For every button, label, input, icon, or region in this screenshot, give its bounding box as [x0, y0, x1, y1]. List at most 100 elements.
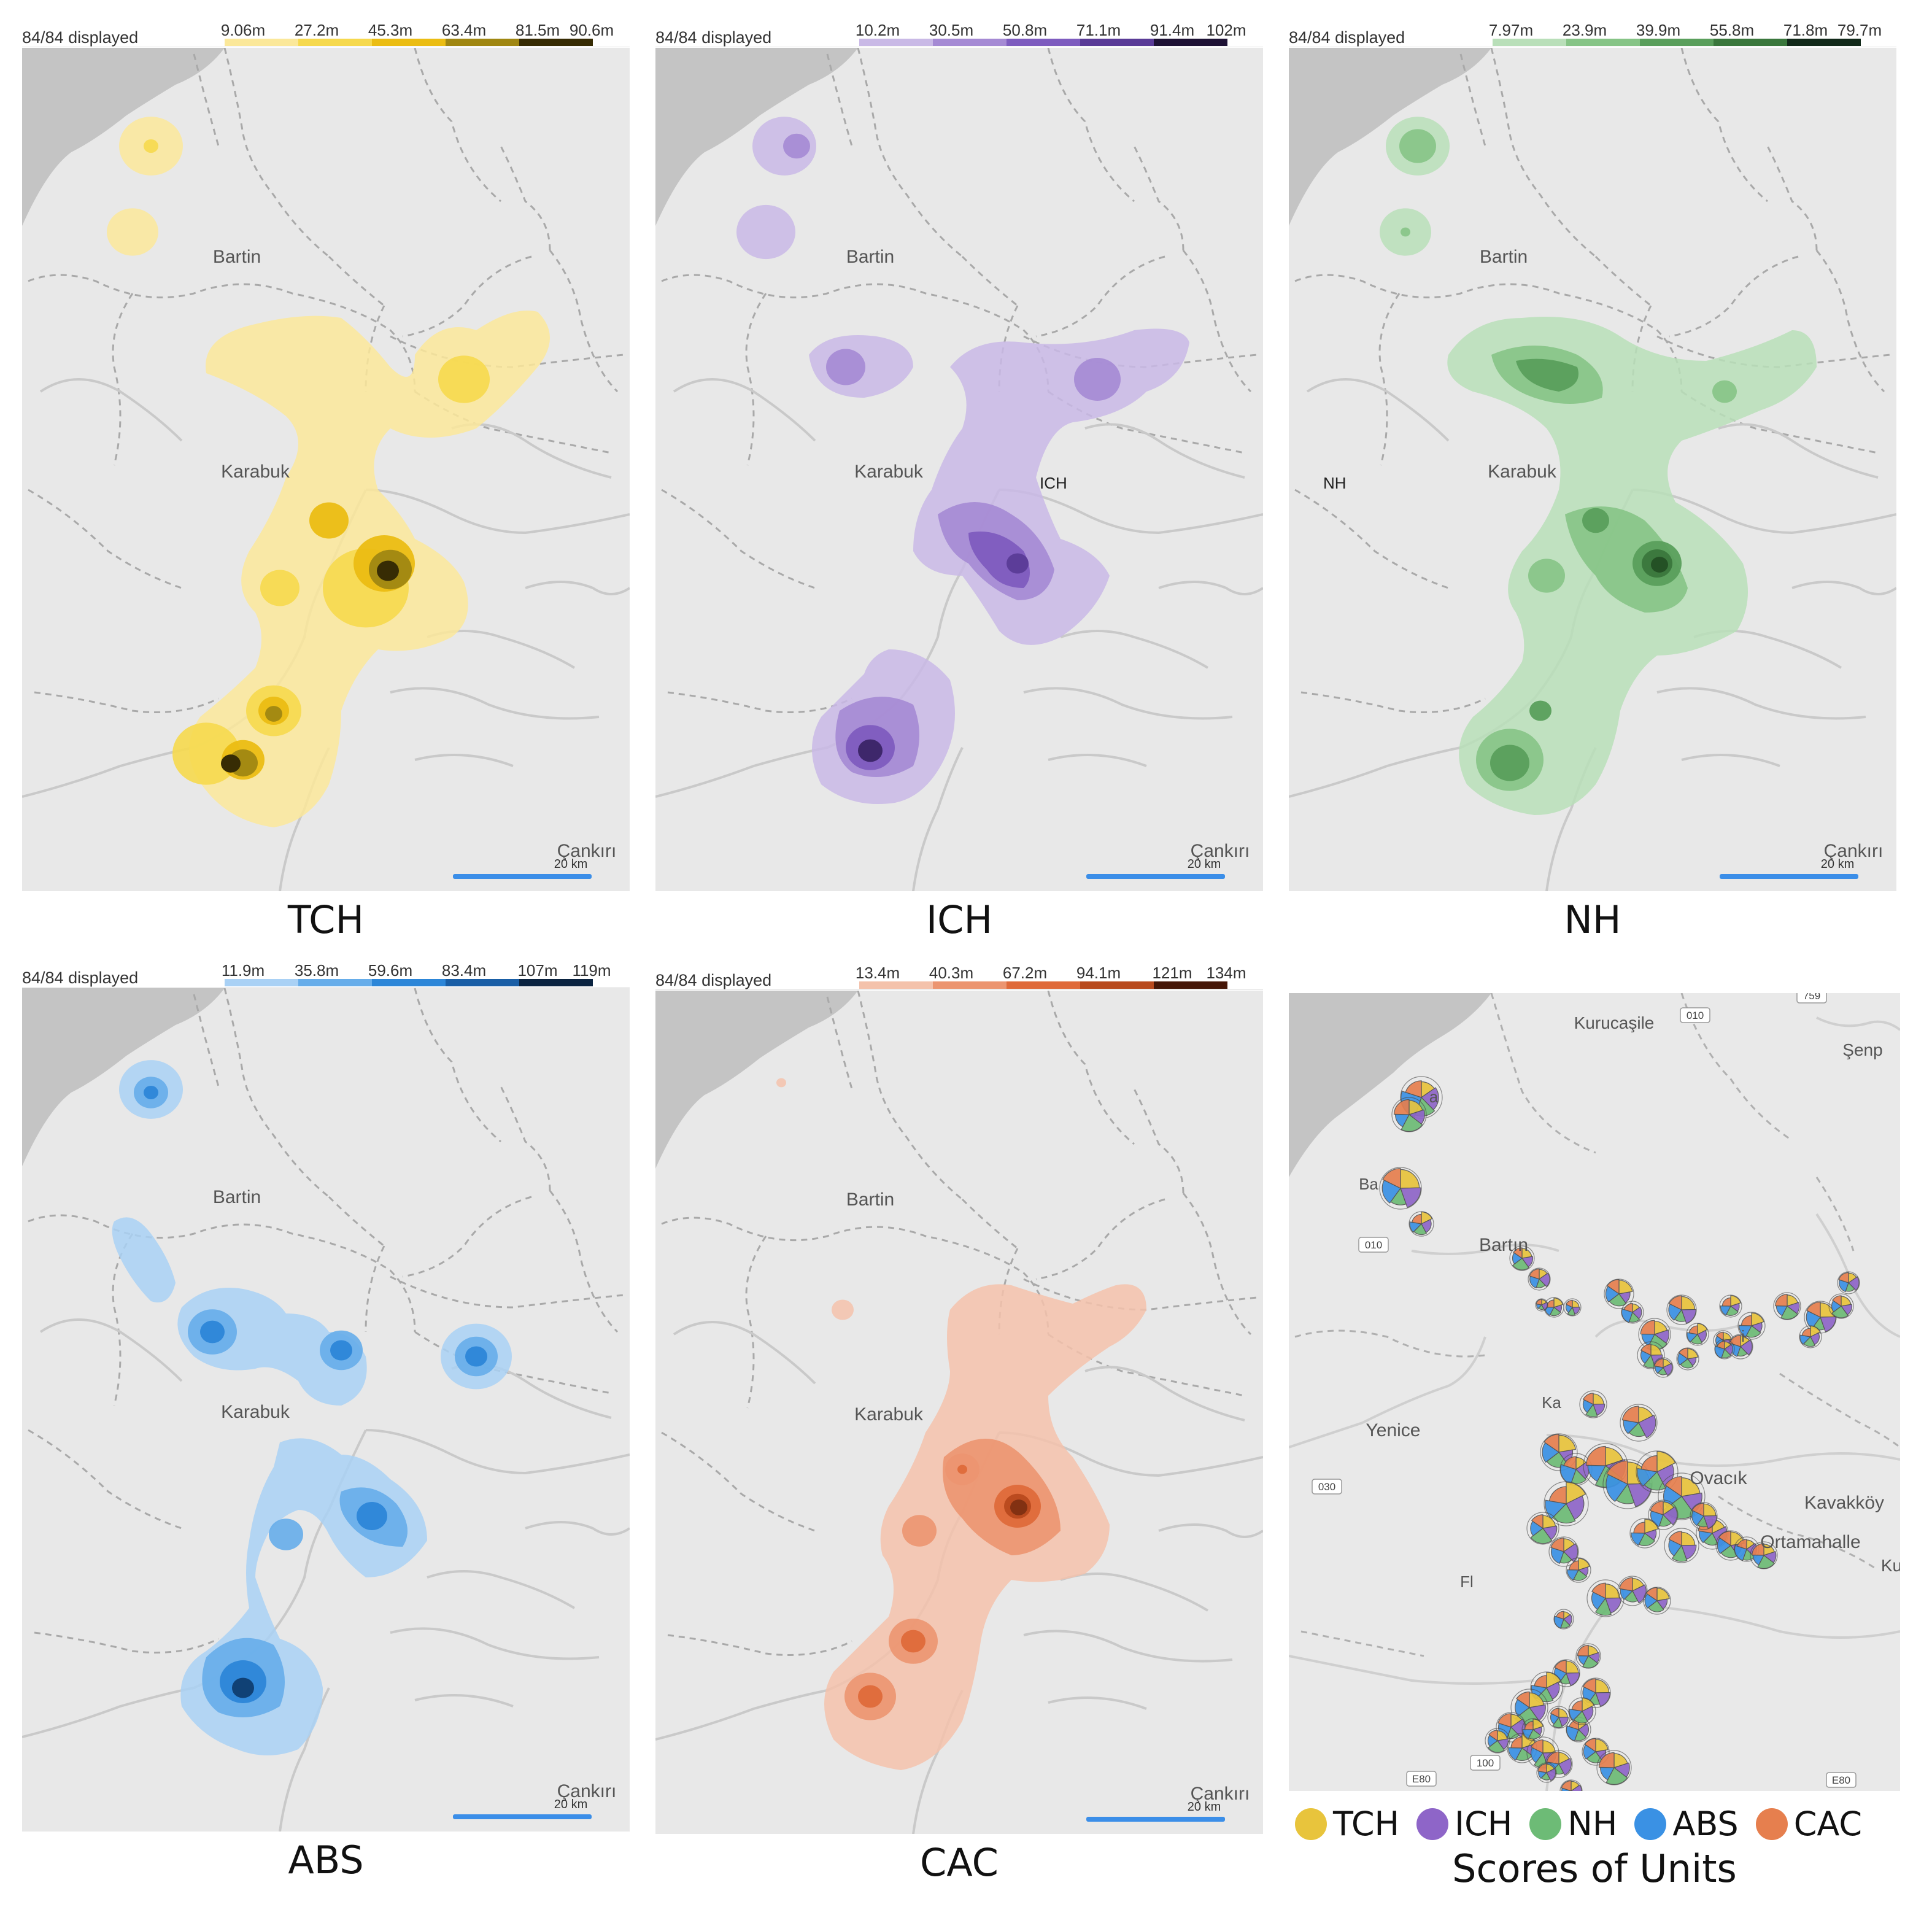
pie-outline: [1553, 1609, 1574, 1630]
place-label-bartin: Bartin: [1480, 247, 1528, 267]
ramp-swatch: [1080, 39, 1154, 46]
ramp-tick-label: 67.2m: [1002, 964, 1048, 982]
pie-slice: [1585, 1403, 1598, 1417]
heatmap[interactable]: Bartin Karabuk Çankırı NH 20 km: [1289, 48, 1896, 891]
density-contour: [260, 570, 299, 606]
ramp-tick-label: 35.8m: [294, 961, 339, 980]
legend-label: CAC: [1793, 1804, 1863, 1843]
heat-layer: [776, 1078, 1146, 1770]
pie-map[interactable]: Kurucaşile Şenp Bartın Yenice Ovacık Kavakköy…: [1289, 993, 1900, 1791]
road-shield: [1826, 1772, 1857, 1788]
heatmap[interactable]: Bartin Karabuk Çankırı 20 km: [22, 48, 630, 891]
density-contour: [1582, 508, 1609, 533]
scores-legend: TCH ICH NH ABS CAC: [1295, 1804, 1873, 1843]
ramp-tick-label: 11.9m: [221, 961, 265, 980]
road-line: [1289, 1336, 1486, 1449]
ramp-swatch: [446, 979, 519, 986]
road-line: [1060, 1572, 1209, 1612]
scale-label: 20 km: [554, 1798, 587, 1811]
ramp-swatch: [1080, 981, 1154, 989]
ramp-tick-label: 71.8m: [1783, 21, 1828, 39]
map-background: [22, 988, 630, 1832]
place-label-karabuk: Karabuk: [1488, 462, 1557, 482]
legend-swatch-abs: [1634, 1808, 1667, 1840]
density-contour: [1010, 1499, 1027, 1515]
pie-outline: [1596, 1750, 1632, 1785]
pie-slice: [1571, 1700, 1583, 1712]
ramp-tick-label: 119m: [572, 961, 611, 980]
admin-boundary: [857, 48, 963, 258]
panel-nh: 84/84 displayed 7.97m 23.9m 39.9m 55.8m 71.8…: [1289, 18, 1896, 951]
pie-outline: [1540, 1433, 1578, 1471]
pie-slice: [1566, 1482, 1586, 1504]
road-line: [1306, 378, 1450, 442]
sea-area: [22, 988, 225, 1166]
unit-pie-marker: [1544, 1481, 1589, 1526]
density-contour: [1516, 358, 1578, 392]
place-label-bartin: Bartin: [213, 1187, 261, 1207]
place-labels: Bartin Karabuk Çankırı NH 20 km: [1323, 247, 1883, 879]
legend-label: TCH: [1333, 1804, 1400, 1843]
pie-slice: [1681, 1296, 1696, 1310]
admin-boundary: [193, 53, 220, 147]
admin-boundary: [402, 1196, 532, 1278]
admin-boundary: [1047, 48, 1135, 203]
admin-boundary: [667, 1634, 852, 1656]
pie-slice: [1421, 1087, 1439, 1110]
unit-pie-marker: [1507, 1733, 1537, 1763]
admin-boundary: [1594, 255, 1652, 307]
pie-outline: [1653, 1357, 1674, 1378]
legend-bar: 84/84 displayed 11.9m 35.8m 59.6m 83.4m 107m…: [22, 959, 630, 988]
unit-pie-marker: [1536, 1762, 1557, 1783]
pie-outline: [1509, 1245, 1535, 1271]
place-label-ovacik: Ovacık: [1690, 1468, 1747, 1488]
road-line: [1791, 581, 1896, 595]
pie-outline: [1566, 1557, 1591, 1583]
admin-boundary: [745, 293, 767, 466]
heatmap[interactable]: Bartin Karabuk Çankırı ICH 20 km: [655, 48, 1263, 891]
pie-slice: [1585, 1445, 1606, 1466]
density-contour: [1007, 553, 1029, 574]
pie-slice: [1598, 1752, 1615, 1768]
road-line: [365, 1429, 630, 1475]
pie-slice: [1663, 1506, 1678, 1526]
unit-pie-marker: [1621, 1301, 1644, 1324]
legend-swatch-tch: [1295, 1808, 1327, 1840]
admin-boundary: [1294, 274, 1683, 392]
admin-boundary: [390, 1275, 624, 1309]
density-contour: [269, 1518, 303, 1550]
road-line: [1084, 1366, 1245, 1422]
pie-slice: [1546, 1751, 1559, 1765]
road-line: [525, 1521, 630, 1536]
density-contour: [377, 560, 399, 581]
pie-outline: [1737, 1312, 1766, 1340]
pie-slice: [1605, 1474, 1628, 1503]
pie-slice: [1591, 1582, 1606, 1599]
road-line: [414, 754, 514, 767]
admin-boundary: [1718, 1495, 1879, 1571]
admin-boundary: [857, 991, 963, 1201]
heatmap[interactable]: Bartin Karabuk Çankırı 20 km: [655, 991, 1263, 1834]
pie-slice: [1621, 1406, 1639, 1423]
unit-pie-marker: [1676, 1347, 1699, 1371]
admin-boundary: [826, 53, 853, 147]
admin-boundary: [500, 1086, 551, 1191]
density-contour: [1529, 700, 1551, 721]
ramp-tick-label: 39.9m: [1636, 21, 1681, 39]
unit-pie-marker: [1828, 1293, 1854, 1319]
pie-slice: [1539, 1272, 1550, 1288]
panel-cac: 84/84 displayed 13.4m 40.3m 67.2m 94.1m 121m…: [655, 961, 1263, 1894]
place-label-fl: Fl: [1460, 1572, 1474, 1591]
heatmap-svg: Bartin Karabuk Çankırı NH 20 km: [1289, 48, 1896, 891]
heatmap[interactable]: Bartin Karabuk Çankırı 20 km: [22, 988, 630, 1832]
admin-boundary: [112, 293, 134, 466]
road-line: [525, 581, 630, 595]
pie-slice: [1541, 1302, 1548, 1311]
pie-slice: [1848, 1276, 1860, 1291]
unit-pie-marker: [1750, 1541, 1778, 1569]
density-contour: [1651, 557, 1668, 573]
density-contour: [357, 1502, 387, 1530]
pie-slice: [1663, 1363, 1673, 1376]
